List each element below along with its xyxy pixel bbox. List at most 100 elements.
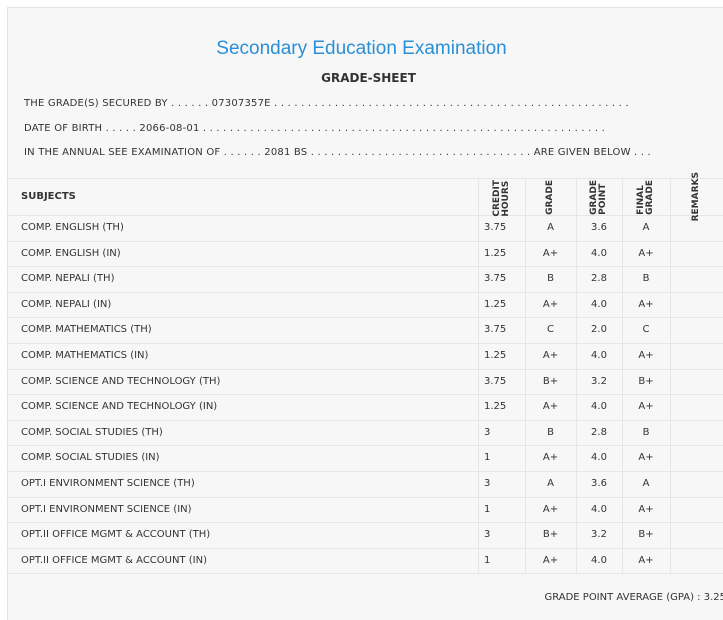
credit-hours: 1.25 (484, 247, 507, 259)
subject: COMP. MATHEMATICS (IN) (21, 350, 149, 361)
final-grade: A+ (638, 503, 654, 515)
grade-point: 4.0 (591, 350, 607, 361)
header-line: HOURS (500, 180, 511, 217)
row-line (7, 547, 723, 549)
column-line (622, 178, 623, 574)
grade: A (547, 478, 554, 489)
credit-hours: 3.75 (484, 324, 507, 336)
credit-hours: 3 (484, 529, 491, 541)
credit-hours: 1 (484, 554, 491, 566)
grade-point: 4.0 (591, 401, 607, 413)
header-line: REMARKS (691, 172, 701, 222)
final-grade: B+ (638, 529, 654, 541)
subject: OPT.II OFFICE MGMT & ACCOUNT (TH) (21, 529, 211, 541)
row-line (7, 471, 723, 472)
credit-hours: 1.25 (484, 401, 507, 413)
grade-point: 2.8 (591, 426, 607, 438)
final-grade: B (642, 426, 650, 438)
row-line (7, 368, 723, 370)
final-grade: B+ (638, 375, 654, 387)
row-line (7, 419, 723, 421)
subject: OPT.II OFFICE MGMT & ACCOUNT (IN) (21, 554, 207, 566)
grade: A+ (542, 554, 559, 566)
credit-hours: 3 (484, 478, 491, 489)
grade-point: 2.8 (591, 273, 607, 285)
column-header: GRADE (545, 180, 555, 215)
grade-point: 2.0 (591, 324, 607, 336)
final-grade: A+ (638, 554, 654, 566)
grade-point: 4.0 (591, 452, 607, 464)
grade-point: 3.6 (591, 222, 607, 233)
row-line (7, 317, 723, 319)
column-line (576, 178, 577, 574)
header-line: POINT (598, 183, 608, 215)
row-line (7, 291, 723, 293)
grade-point: 4.0 (591, 298, 607, 310)
grade-point: 4.0 (591, 554, 607, 566)
subject: COMP. SCIENCE AND TECHNOLOGY (TH) (21, 375, 221, 387)
grade: B+ (542, 529, 559, 541)
credit-hours: 1.25 (484, 350, 507, 361)
grade-sheet (7, 7, 723, 620)
grade: A+ (542, 350, 559, 361)
title: Secondary Education Examination (216, 38, 507, 59)
row-line (7, 215, 723, 216)
info-line: THE GRADE(S) SECURED BY . . . . . . 0730… (24, 98, 629, 109)
credit-hours: 1 (484, 452, 491, 464)
grade-point: 3.2 (591, 529, 607, 541)
grade: A (547, 222, 554, 233)
subject: OPT.I ENVIRONMENT SCIENCE (IN) (21, 503, 192, 515)
grade: A+ (542, 401, 559, 413)
column-header: FINAL GRADE (636, 180, 655, 215)
final-grade: C (642, 324, 650, 336)
grade-point: 4.0 (591, 247, 607, 259)
subject: OPT.I ENVIRONMENT SCIENCE (TH) (21, 478, 195, 489)
row-line (7, 496, 723, 498)
column-header: REMARKS (691, 172, 701, 222)
grade: C (547, 324, 554, 336)
gpa: GRADE POINT AVERAGE (GPA) : 3.25 (544, 592, 723, 603)
final-grade: A+ (638, 401, 654, 413)
final-grade: A+ (638, 247, 654, 259)
row-line (7, 394, 723, 396)
grade: B (547, 426, 554, 438)
subject: COMP. SCIENCE AND TECHNOLOGY (IN) (21, 401, 218, 413)
credit-hours: 3.75 (484, 222, 507, 233)
grade: A+ (542, 503, 559, 515)
header-line: GRADE (645, 180, 655, 215)
row-line (7, 178, 723, 179)
credit-hours: 3.75 (484, 375, 507, 387)
final-grade: A+ (638, 452, 654, 464)
subject: COMP. ENGLISH (TH) (21, 222, 124, 233)
grade: B (547, 273, 554, 285)
grade: A+ (542, 452, 559, 464)
final-grade: A (642, 222, 650, 233)
subject: COMP. SOCIAL STUDIES (IN) (21, 452, 160, 464)
subject: COMP. MATHEMATICS (TH) (21, 324, 152, 336)
column-line (478, 178, 479, 574)
grade-point: 4.0 (591, 503, 607, 515)
column-header: GRADE POINT (589, 180, 608, 215)
header-line: GRADE (545, 180, 555, 215)
row-line (7, 445, 723, 447)
credit-hours: 3.75 (484, 273, 507, 285)
info-line: DATE OF BIRTH . . . . . 2066-08-01 . . .… (24, 123, 605, 134)
final-grade: A+ (638, 298, 654, 310)
column-line (670, 178, 671, 574)
subject: COMP. NEPALI (IN) (21, 298, 112, 310)
credit-hours: 3 (484, 426, 491, 438)
grade-point: 3.6 (591, 478, 607, 489)
grade: A+ (542, 247, 559, 259)
grade: B+ (542, 375, 559, 387)
grade: A+ (542, 298, 559, 310)
row-line (7, 522, 723, 524)
credit-hours: 1 (484, 503, 491, 515)
column-line (525, 178, 526, 574)
row-line (7, 573, 723, 575)
final-grade: A+ (638, 350, 654, 361)
row-line (7, 343, 723, 344)
info-line: IN THE ANNUAL SEE EXAMINATION OF . . . .… (24, 147, 651, 158)
subject: COMP. ENGLISH (IN) (21, 247, 121, 259)
column-header: CREDIT HOURS (492, 180, 511, 217)
